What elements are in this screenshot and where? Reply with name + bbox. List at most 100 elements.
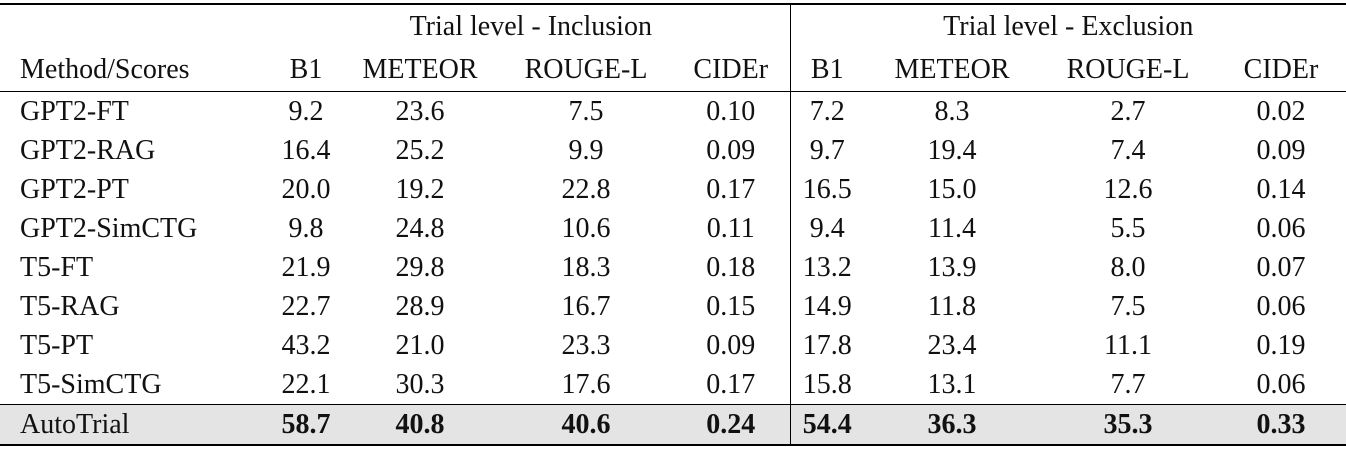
- best-value: 58.7: [272, 404, 340, 446]
- column-header-row: Method/Scores B1 METEOR ROUGE-L CIDEr B1…: [0, 49, 1346, 92]
- cell-value: 0.09: [706, 135, 756, 166]
- table-row: GPT2-PT 20.0 19.2 22.8 0.17 16.5 15.0 12…: [0, 170, 1346, 209]
- cell-value: 0.14: [1256, 174, 1306, 205]
- best-value: 40.8: [340, 404, 500, 446]
- cell-value: 0.02: [1216, 91, 1346, 131]
- cell-value: 8.3: [864, 91, 1040, 131]
- cell-value: 9.8: [288, 213, 324, 244]
- cell-value: 7.5: [500, 91, 672, 131]
- cell-value: 0.17: [706, 174, 756, 205]
- method-name: T5-SimCTG: [20, 369, 162, 400]
- cell-value: 15.8: [789, 365, 864, 405]
- cell-value: 5.5: [1110, 213, 1146, 244]
- cell-value: 9.9: [568, 135, 604, 166]
- cell-value: 0.10: [672, 91, 790, 131]
- method-name: GPT2-FT: [0, 91, 272, 131]
- column-header-b1-inclusion: B1: [289, 54, 323, 85]
- cell-value: 0.18: [706, 252, 756, 283]
- cell-value: 16.7: [561, 291, 611, 322]
- cell-value: 19.4: [927, 135, 977, 166]
- best-value: 0.33: [1216, 404, 1346, 446]
- cell-value: 19.2: [395, 174, 445, 205]
- method-name: T5-RAG: [20, 291, 120, 322]
- cell-value: 9.2: [272, 91, 340, 131]
- table-row: T5-PT 43.2 21.0 23.3 0.09 17.8 23.4 11.1…: [0, 326, 1346, 365]
- cell-value: 0.15: [706, 291, 756, 322]
- group-header-blank: [0, 3, 272, 49]
- group-header-row: Trial level - Inclusion Trial level - Ex…: [0, 3, 1346, 49]
- cell-value: 16.4: [281, 135, 331, 166]
- cell-value: 0.09: [706, 330, 756, 361]
- best-value: 35.3: [1040, 404, 1216, 446]
- cell-value: 43.2: [281, 330, 331, 361]
- method-name: AutoTrial: [0, 404, 272, 446]
- cell-value: 0.07: [1256, 252, 1306, 283]
- best-value: 36.3: [864, 404, 1040, 446]
- cell-value: 11.8: [928, 291, 976, 322]
- group-header-inclusion: Trial level - Inclusion: [272, 3, 790, 49]
- cell-value: 11.4: [928, 213, 976, 244]
- method-name: T5-PT: [20, 330, 94, 361]
- cell-value: 16.5: [789, 170, 864, 209]
- table-row: T5-SimCTG 22.1 30.3 17.6 0.17 15.8 13.1 …: [0, 365, 1346, 405]
- cell-value: 0.11: [706, 213, 755, 244]
- cell-value: 23.6: [340, 91, 500, 131]
- cell-value: 7.5: [1110, 291, 1146, 322]
- table-row: GPT2-RAG 16.4 25.2 9.9 0.09 9.7 19.4 7.4…: [0, 131, 1346, 170]
- column-header-meteor-exclusion: METEOR: [894, 54, 1010, 85]
- cell-value: 14.9: [789, 287, 864, 326]
- cell-value: 9.7: [789, 131, 864, 170]
- cell-value: 22.7: [281, 291, 331, 322]
- best-value: 0.24: [672, 404, 790, 446]
- cell-value: 2.7: [1040, 91, 1216, 131]
- cell-value: 10.6: [561, 213, 611, 244]
- table-row: GPT2-SimCTG 9.8 24.8 10.6 0.11 9.4 11.4 …: [0, 209, 1346, 248]
- cell-value: 0.09: [1256, 135, 1306, 166]
- cell-value: 28.9: [395, 291, 445, 322]
- cell-value: 0.06: [1256, 291, 1306, 322]
- cell-value: 13.9: [927, 252, 977, 283]
- column-header-cider-inclusion: CIDEr: [693, 54, 769, 85]
- cell-value: 17.8: [789, 326, 864, 365]
- cell-value: 7.2: [789, 91, 864, 131]
- cell-value: 24.8: [395, 213, 445, 244]
- cell-value: 23.4: [927, 330, 977, 361]
- cell-value: 7.4: [1110, 135, 1146, 166]
- cell-value: 8.0: [1110, 252, 1146, 283]
- cell-value: 9.4: [789, 209, 864, 248]
- cell-value: 0.19: [1256, 330, 1306, 361]
- cell-value: 13.1: [927, 369, 977, 400]
- method-name: GPT2-RAG: [20, 135, 156, 166]
- column-header-rouge-exclusion: ROUGE-L: [1066, 54, 1190, 85]
- cell-value: 21.0: [395, 330, 445, 361]
- cell-value: 23.3: [561, 330, 611, 361]
- cell-value: 20.0: [281, 174, 331, 205]
- cell-value: 0.06: [1256, 213, 1306, 244]
- column-header-b1-exclusion: B1: [789, 49, 864, 92]
- cell-value: 17.6: [561, 369, 611, 400]
- cell-value: 15.0: [927, 174, 977, 205]
- cell-value: 13.2: [789, 248, 864, 287]
- cell-value: 22.1: [281, 369, 331, 400]
- table-row: T5-FT 21.9 29.8 18.3 0.18 13.2 13.9 8.0 …: [0, 248, 1346, 287]
- cell-value: 12.6: [1103, 174, 1153, 205]
- column-header-rouge-inclusion: ROUGE-L: [524, 54, 648, 85]
- cell-value: 25.2: [395, 135, 445, 166]
- method-name: T5-FT: [20, 252, 94, 283]
- highlight-row-autotrial: AutoTrial 58.7 40.8 40.6 0.24 54.4 36.3 …: [0, 404, 1346, 446]
- cell-value: 21.9: [281, 252, 331, 283]
- best-value: 40.6: [500, 404, 672, 446]
- best-value: 54.4: [789, 404, 864, 446]
- column-header-meteor-inclusion: METEOR: [362, 54, 478, 85]
- cell-value: 0.17: [706, 369, 756, 400]
- cell-value: 18.3: [561, 252, 611, 283]
- table-row: GPT2-FT 9.2 23.6 7.5 0.10 7.2 8.3 2.7 0.…: [0, 91, 1346, 131]
- method-name: GPT2-PT: [20, 174, 129, 205]
- cell-value: 0.06: [1256, 369, 1306, 400]
- cell-value: 7.7: [1110, 369, 1146, 400]
- table-row: T5-RAG 22.7 28.9 16.7 0.15 14.9 11.8 7.5…: [0, 287, 1346, 326]
- column-header-cider-exclusion: CIDEr: [1243, 54, 1319, 85]
- group-header-exclusion: Trial level - Exclusion: [789, 3, 1346, 49]
- cell-value: 30.3: [395, 369, 445, 400]
